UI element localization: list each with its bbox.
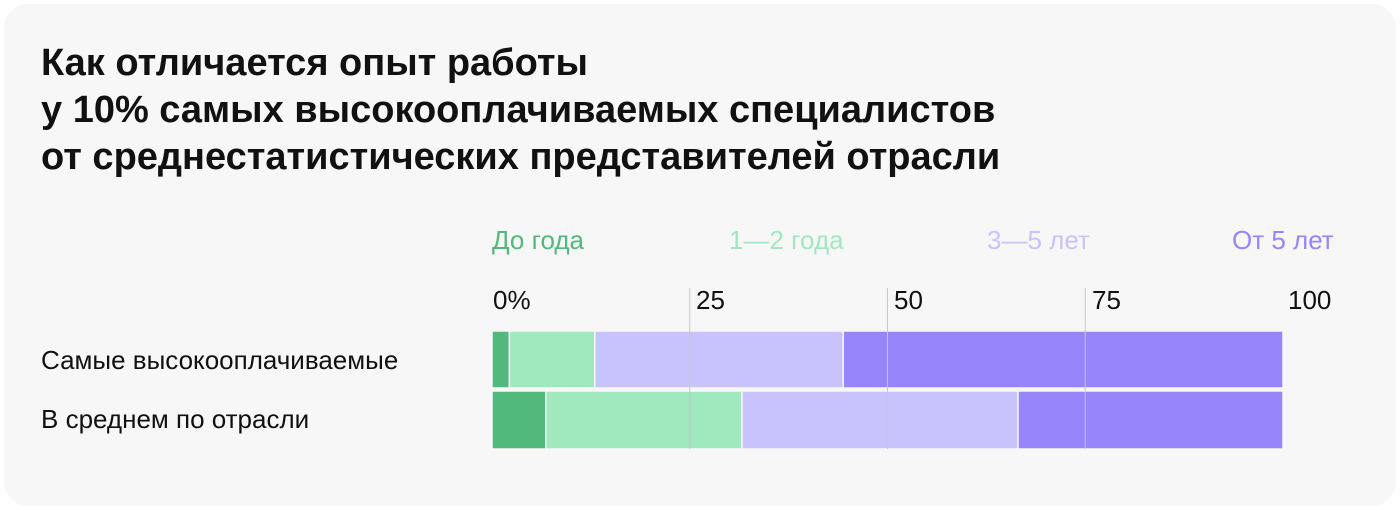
legend-item-3-5-years: 3—5 лет <box>987 225 1090 255</box>
legend-item-over-5-years: От 5 лет <box>1232 225 1334 255</box>
category-label-industry-average: В среднем по отрасли <box>41 404 310 434</box>
x-tick-label: 50 <box>894 285 923 315</box>
category-label-top-earners: Самые высокооплачиваемые <box>41 345 399 375</box>
x-tick-label: 0% <box>493 285 531 315</box>
x-tick-label: 75 <box>1092 285 1121 315</box>
title-line-3: от среднестатистических представителей о… <box>41 136 1001 178</box>
x-tick-label: 100 <box>1288 285 1332 315</box>
legend-item-under-1-year: До года <box>492 225 585 255</box>
x-tick-label: 25 <box>696 285 725 315</box>
chart-title: Как отличается опыт работы у 10% самых в… <box>41 40 1341 181</box>
title-line-1: Как отличается опыт работы <box>41 42 588 84</box>
legend-item-1-2-years: 1—2 года <box>729 225 844 255</box>
title-line-2: у 10% самых высокооплачиваемых специалис… <box>41 89 996 131</box>
